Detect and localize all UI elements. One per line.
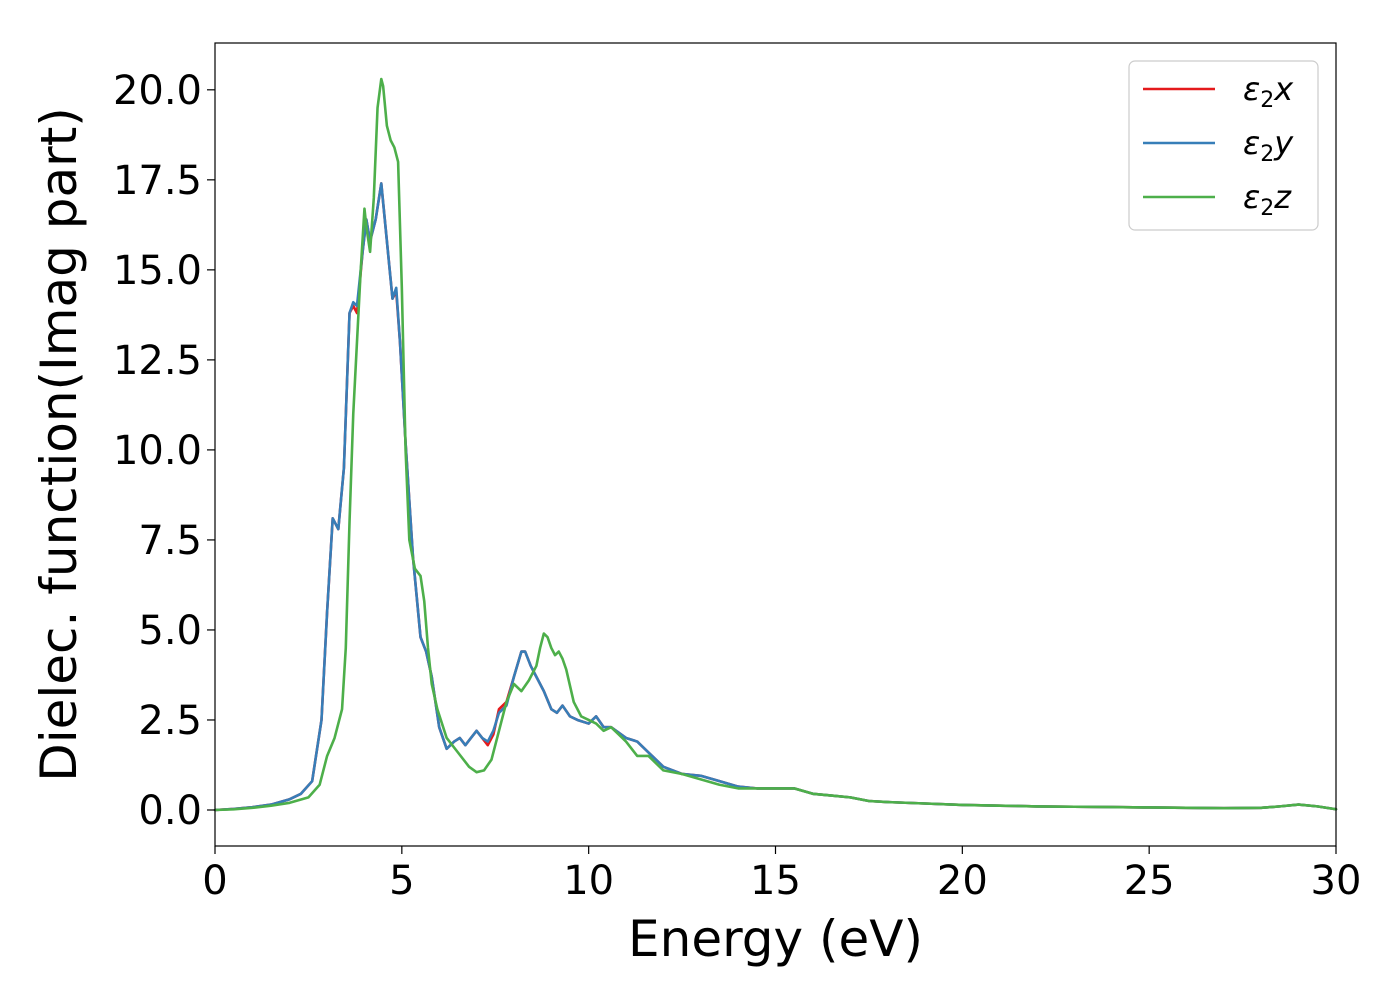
x-tick-label: 0 bbox=[202, 858, 227, 904]
series-line-y bbox=[213, 182, 1338, 812]
y-tick-label: 7.5 bbox=[138, 518, 202, 564]
ticks-layer: 0 5 10 15 20 25 30 0.0 2.5 5.0 7.5 10.0 12.5 15.0 17.5… bbox=[113, 68, 1362, 904]
y-tick-label: 20.0 bbox=[113, 68, 202, 114]
y-tick-label: 15.0 bbox=[113, 248, 202, 294]
x-tick-label: 30 bbox=[1311, 858, 1362, 904]
x-tick-label: 5 bbox=[389, 858, 414, 904]
x-tick-label: 15 bbox=[750, 858, 801, 904]
legend-label-x: ε2x bbox=[1243, 70, 1294, 113]
legend: ε2x ε2y ε2z bbox=[1128, 60, 1319, 231]
y-tick-label: 5.0 bbox=[138, 608, 202, 654]
series-line-x bbox=[213, 182, 1338, 812]
series-line-z bbox=[213, 77, 1338, 812]
legend-label-z: ε2z bbox=[1243, 178, 1292, 221]
x-axis-label: Energy (eV) bbox=[628, 910, 923, 968]
x-tick-label: 10 bbox=[563, 858, 614, 904]
series-layer bbox=[213, 77, 1338, 812]
legend-frame bbox=[1128, 60, 1319, 231]
y-tick-label: 17.5 bbox=[113, 158, 202, 204]
x-tick-label: 25 bbox=[1124, 858, 1175, 904]
legend-items: ε2x ε2y ε2z bbox=[1143, 70, 1294, 221]
y-tick-label: 0.0 bbox=[138, 788, 202, 834]
y-tick-label: 12.5 bbox=[113, 338, 202, 384]
legend-label-y: ε2y bbox=[1243, 124, 1294, 167]
x-tick-label: 20 bbox=[937, 858, 988, 904]
y-axis-label: Dielec. function(Imag part) bbox=[30, 107, 88, 782]
y-tick-label: 2.5 bbox=[138, 698, 202, 744]
y-tick-label: 10.0 bbox=[113, 428, 202, 474]
